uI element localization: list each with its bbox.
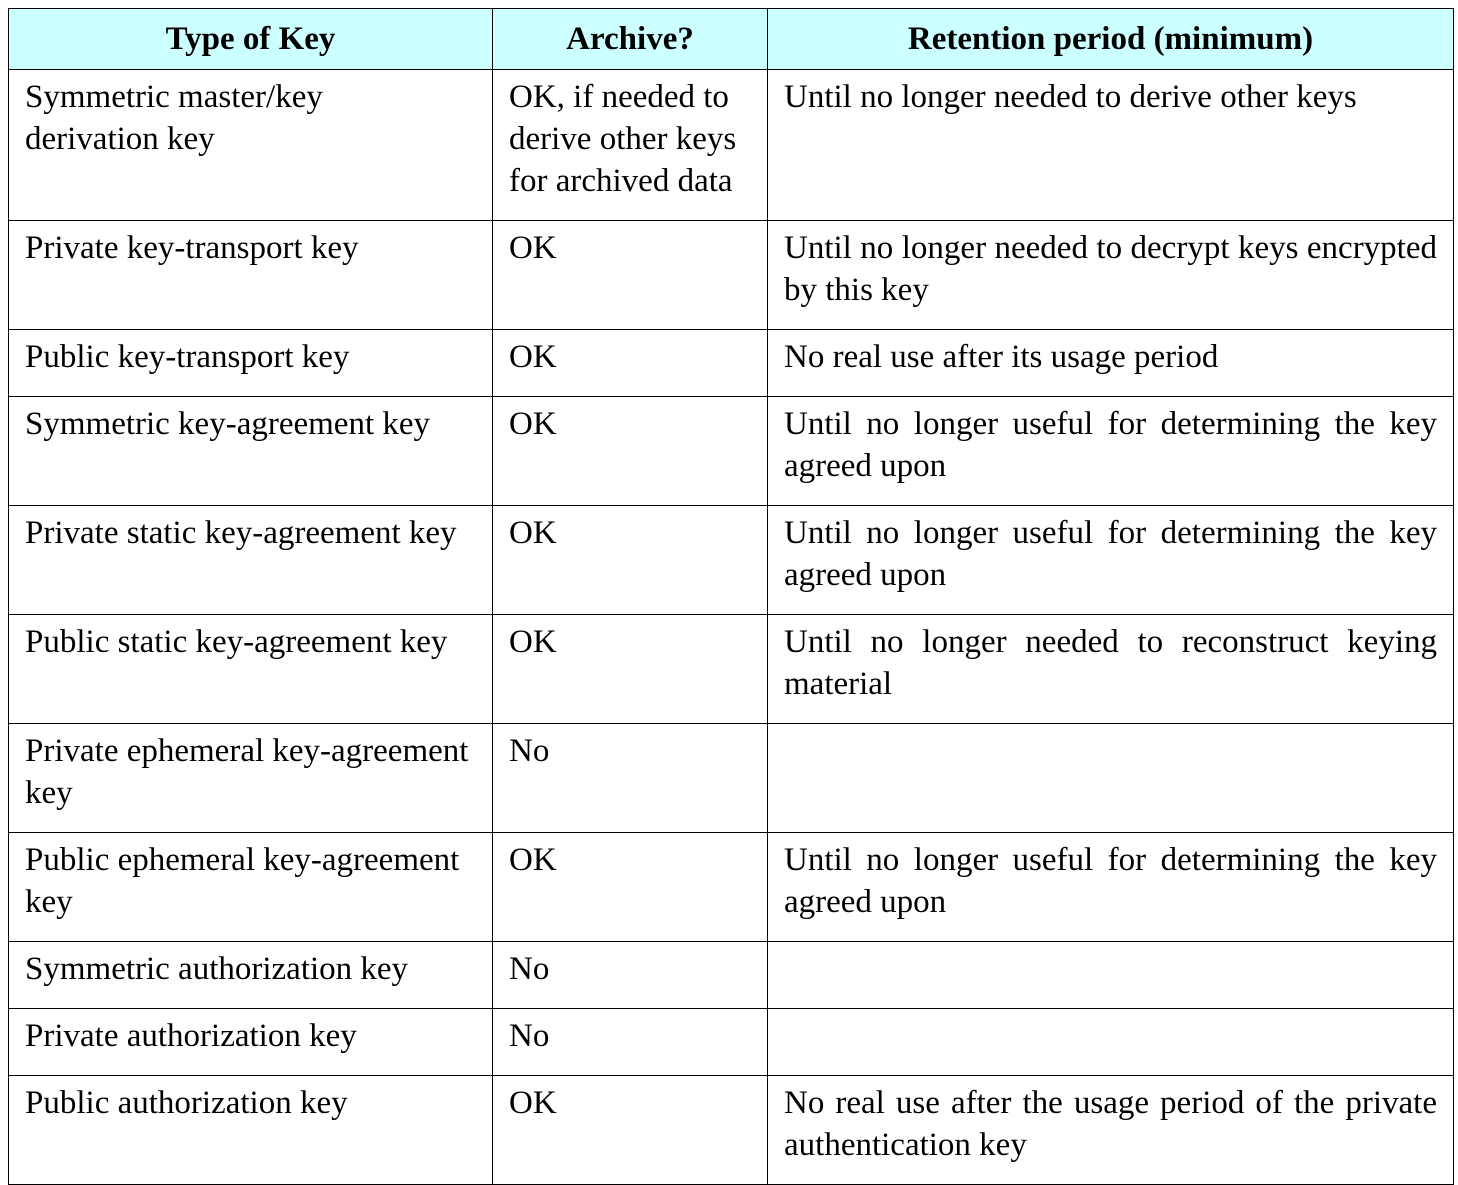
archive-cell: No [492, 723, 768, 833]
table-row: Symmetric authorization key No [8, 941, 1454, 1009]
key-type-cell: Public key-transport key [8, 329, 493, 397]
archive-cell: OK [492, 329, 768, 397]
key-type-cell: Private key-transport key [8, 220, 493, 330]
table-row: Private authorization key No [8, 1008, 1454, 1076]
archive-cell: OK, if needed to derive other keys for a… [492, 69, 768, 221]
table-row: Private ephemeral key-agreement key No [8, 723, 1454, 833]
header-type-of-key: Type of Key [8, 8, 493, 70]
table-row: Private static key-agreement key OK Unti… [8, 505, 1454, 615]
retention-cell: Until no longer useful for determining t… [767, 396, 1454, 506]
archive-cell: OK [492, 1075, 768, 1185]
table-header-row: Type of Key Archive? Retention period (m… [8, 8, 1454, 70]
key-type-cell: Public ephemeral key-agreement key [8, 832, 493, 942]
table-row: Public authorization key OK No real use … [8, 1075, 1454, 1185]
retention-cell [767, 1008, 1454, 1076]
retention-cell: Until no longer needed to derive other k… [767, 69, 1454, 221]
archive-cell: OK [492, 614, 768, 724]
retention-cell: Until no longer useful for determining t… [767, 832, 1454, 942]
table-row: Public static key-agreement key OK Until… [8, 614, 1454, 724]
table-row: Symmetric master/key derivation key OK, … [8, 69, 1454, 221]
table-row: Public ephemeral key-agreement key OK Un… [8, 832, 1454, 942]
archive-cell: No [492, 1008, 768, 1076]
key-type-cell: Private static key-agreement key [8, 505, 493, 615]
archive-cell: OK [492, 220, 768, 330]
key-type-cell: Private ephemeral key-agreement key [8, 723, 493, 833]
key-type-cell: Symmetric master/key derivation key [8, 69, 493, 221]
key-type-cell: Symmetric key-agreement key [8, 396, 493, 506]
retention-cell: No real use after its usage period [767, 329, 1454, 397]
header-retention-period: Retention period (minimum) [767, 8, 1454, 70]
key-archive-table: Type of Key Archive? Retention period (m… [8, 8, 1454, 1185]
key-type-cell: Private authorization key [8, 1008, 493, 1076]
retention-cell: No real use after the usage period of th… [767, 1075, 1454, 1185]
table-row: Symmetric key-agreement key OK Until no … [8, 396, 1454, 506]
archive-cell: OK [492, 505, 768, 615]
retention-cell: Until no longer needed to decrypt keys e… [767, 220, 1454, 330]
table-row: Private key-transport key OK Until no lo… [8, 220, 1454, 330]
key-type-cell: Public authorization key [8, 1075, 493, 1185]
archive-cell: OK [492, 396, 768, 506]
table-row: Public key-transport key OK No real use … [8, 329, 1454, 397]
retention-cell: Until no longer needed to reconstruct ke… [767, 614, 1454, 724]
header-archive: Archive? [492, 8, 768, 70]
key-type-cell: Public static key-agreement key [8, 614, 493, 724]
retention-cell: Until no longer useful for determining t… [767, 505, 1454, 615]
key-type-cell: Symmetric authorization key [8, 941, 493, 1009]
retention-cell [767, 941, 1454, 1009]
retention-cell [767, 723, 1454, 833]
archive-cell: OK [492, 832, 768, 942]
archive-cell: No [492, 941, 768, 1009]
